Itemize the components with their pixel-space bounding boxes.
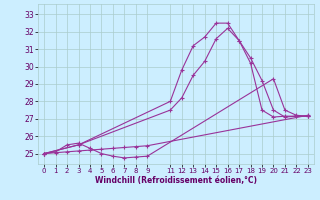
X-axis label: Windchill (Refroidissement éolien,°C): Windchill (Refroidissement éolien,°C)	[95, 176, 257, 185]
